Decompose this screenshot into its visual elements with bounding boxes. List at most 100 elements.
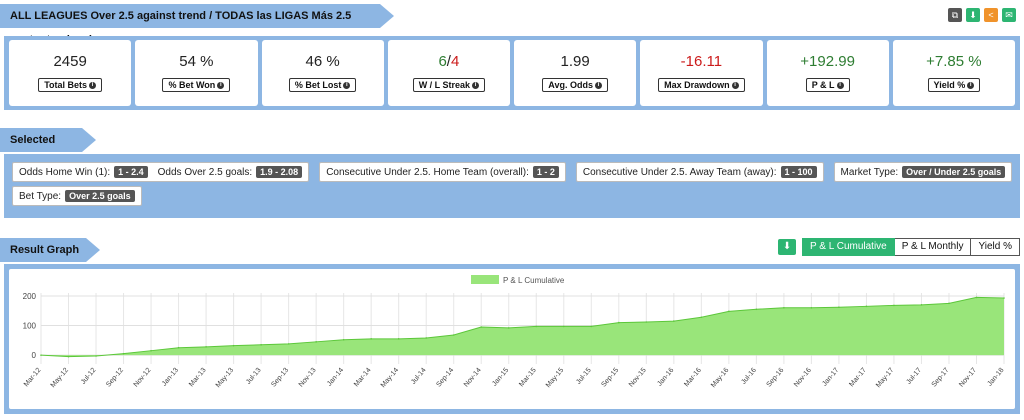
x-tick-label: Sep-15	[600, 367, 620, 389]
stat-label[interactable]: % Bet Lost i	[288, 78, 357, 92]
pl-cumulative-area	[41, 297, 1004, 357]
copy-icon[interactable]: ⧉	[948, 8, 962, 22]
tab-p-l-cumulative[interactable]: P & L Cumulative	[802, 238, 895, 256]
data-point	[1003, 297, 1005, 299]
stat-card: 46 % % Bet Lost i	[261, 40, 384, 106]
data-point	[480, 326, 483, 328]
x-tick-label: Jan-17	[821, 367, 840, 388]
filter-label: Bet Type:	[19, 190, 62, 202]
email-icon[interactable]: ✉	[1002, 8, 1016, 22]
x-tick-label: Jul-12	[80, 367, 98, 386]
stat-card: 1.99 Avg. Odds i	[514, 40, 637, 106]
tab-p-l-monthly[interactable]: P & L Monthly	[894, 238, 972, 256]
x-tick-label: Mar-13	[188, 367, 208, 389]
filter-label: Consecutive Under 2.5. Away Team (away):	[582, 166, 777, 178]
share-icon[interactable]: <	[984, 8, 998, 22]
info-icon: i	[343, 82, 351, 90]
data-point	[783, 306, 785, 309]
filter-value-badge: 1 - 2	[532, 166, 559, 178]
filters-tab: Selected Filters	[0, 128, 96, 170]
x-tick-label: Jul-15	[575, 367, 593, 386]
x-tick-label: Sep-14	[435, 367, 455, 389]
data-point	[975, 296, 978, 299]
stat-card: +7.85 % Yield % i	[892, 40, 1015, 106]
filter-value-badge: 1 - 100	[780, 166, 817, 178]
stat-value: -16.11	[680, 53, 723, 70]
win-streak: 6	[438, 53, 447, 70]
stat-value: 1.99	[560, 53, 590, 70]
strategy-title-tab: ALL LEAGUES Over 2.5 against trend / TOD…	[0, 4, 394, 46]
filter-value-badge: 1 - 2.4	[114, 166, 148, 178]
x-tick-label: May-12	[50, 367, 70, 389]
x-tick-label: Sep-16	[766, 367, 786, 389]
y-tick-label: 100	[23, 322, 37, 331]
stat-label[interactable]: Avg. Odds i	[542, 78, 608, 92]
x-tick-label: Sep-13	[270, 367, 290, 389]
download-chart-button[interactable]: ⬇	[778, 239, 797, 255]
filter-chip: Odds Home Win (1): 1 - 2.4 Odds Over 2.5 g…	[12, 162, 310, 182]
filters-row: Odds Home Win (1): 1 - 2.4 Odds Over 2.5 g…	[12, 162, 1013, 182]
stat-label[interactable]: % Bet Won i	[162, 78, 231, 92]
data-point	[920, 304, 923, 306]
x-tick-label: Nov-15	[628, 367, 648, 389]
stat-label[interactable]: Yield % i	[927, 78, 981, 92]
filter-value-badge: Over / Under 2.5 goals	[902, 166, 1006, 178]
x-tick-label: May-17	[875, 367, 895, 389]
stat-card: -16.11 Max Drawdown i	[640, 40, 763, 106]
download-icon: ⬇	[782, 241, 792, 252]
stats-panel: 2459 Total Bets i 54 %% Bet Won i 46 %% Bet L…	[4, 36, 1020, 110]
x-tick-label: Mar-15	[518, 367, 538, 389]
filter-chip: Bet Type: Over 2.5 goals	[12, 186, 142, 206]
data-point	[645, 321, 648, 323]
data-point	[700, 316, 703, 319]
x-tick-label: Mar-16	[683, 367, 703, 389]
stat-label[interactable]: W / L Streak i	[412, 78, 486, 92]
stat-value: +7.85 %	[926, 53, 982, 70]
data-point	[618, 321, 620, 324]
x-tick-label: Mar-17	[848, 367, 868, 389]
legend-label: P & L Cumulative	[503, 276, 565, 285]
stat-label[interactable]: Total Bets i	[38, 78, 103, 92]
x-tick-label: May-16	[710, 367, 730, 389]
stat-value: +192.99	[800, 53, 855, 70]
info-icon: i	[594, 82, 602, 90]
stat-card: 2459 Total Bets i	[9, 40, 132, 106]
data-point	[590, 325, 593, 328]
data-point	[673, 320, 675, 322]
data-point	[507, 327, 510, 329]
x-tick-label: Nov-17	[958, 367, 978, 389]
graph-tab: Result Graph	[0, 238, 100, 262]
stat-label-text: Avg. Odds	[548, 80, 593, 90]
tab-yield[interactable]: Yield %	[971, 238, 1020, 256]
data-point	[810, 306, 813, 309]
stat-value: 46 %	[305, 53, 340, 70]
x-tick-label: Jul-16	[740, 367, 758, 386]
info-icon: i	[967, 82, 975, 90]
data-point	[728, 310, 730, 313]
data-point	[370, 338, 372, 340]
y-tick-label: 0	[32, 351, 37, 360]
graph-tabs: P & L Cumulative P & L Monthly Yield %	[802, 238, 1020, 256]
x-tick-label: Sep-12	[105, 367, 125, 389]
stat-value: 2459	[53, 53, 87, 70]
stat-label[interactable]: Max Drawdown i	[658, 78, 745, 92]
download-icon[interactable]: ⬇	[966, 8, 980, 22]
chart-area: 0 100 200 Mar-12 May-12 Jul-12 Sep-12 Nov-12 Jan…	[9, 269, 1015, 409]
x-tick-label: Jan-18	[986, 367, 1005, 388]
graph-title: Result Graph	[10, 244, 80, 256]
x-tick-label: Mar-12	[23, 367, 43, 389]
stat-label-text: Yield %	[933, 80, 966, 90]
data-point	[893, 304, 895, 307]
stat-card: 6/4 W / L Streak i	[387, 40, 510, 106]
data-point	[535, 325, 538, 328]
x-tick-label: Jan-13	[161, 367, 180, 388]
stat-label-text: P & L	[811, 80, 835, 90]
data-point	[40, 354, 42, 356]
stat-label-text: % Bet Lost	[294, 80, 342, 90]
info-icon: i	[89, 82, 97, 90]
filter-chip: Consecutive Under 2.5. Home Team (overal…	[319, 162, 566, 182]
data-point	[562, 325, 565, 328]
x-tick-label: Mar-14	[353, 367, 373, 389]
graph-controls: ⬇ P & L Cumulative P & L Monthly Yield %	[778, 238, 1020, 256]
